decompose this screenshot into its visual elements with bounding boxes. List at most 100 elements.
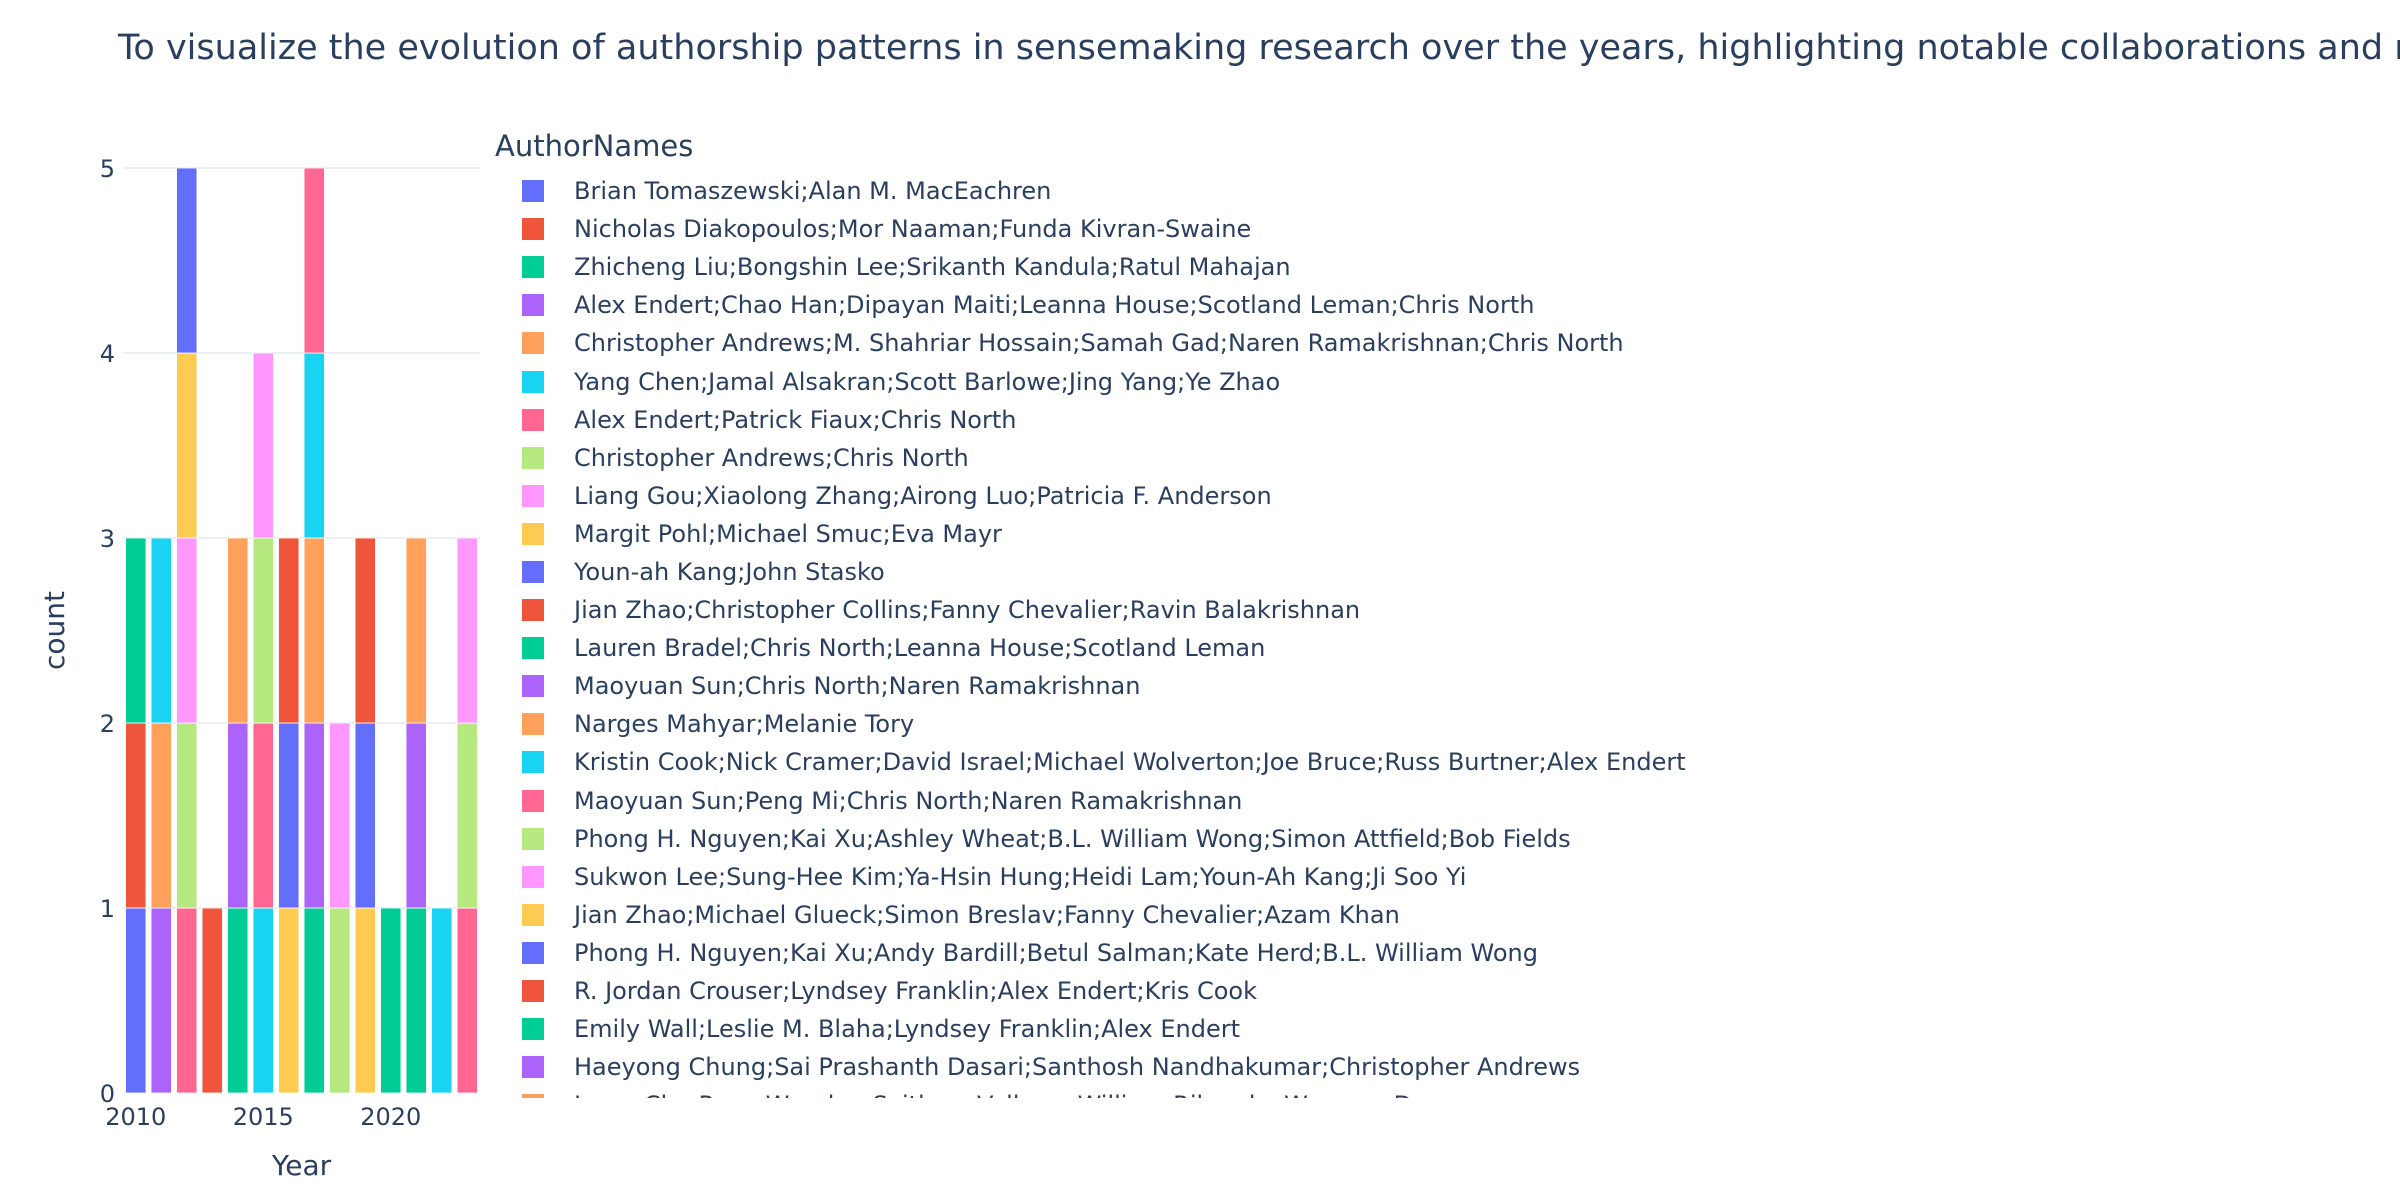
legend-item[interactable]: Nicholas Diakopoulos;Mor Naaman;Funda Ki…: [495, 210, 2400, 248]
legend-label: Phong H. Nguyen;Kai Xu;Andy Bardill;Betu…: [574, 938, 1538, 967]
legend-item[interactable]: Haeyong Chung;Sai Prashanth Dasari;Santh…: [495, 1048, 2400, 1086]
bar-segment: [201, 907, 223, 1094]
bar-segment: [125, 722, 147, 909]
legend-swatch: [522, 599, 544, 622]
legend-swatch: [522, 941, 544, 964]
chart-title: To visualize the evolution of authorship…: [118, 28, 2400, 68]
bar-segment: [176, 167, 198, 354]
bar-segment: [150, 722, 172, 909]
x-tick-label: 2010: [105, 1103, 166, 1131]
bar-segment: [252, 722, 274, 909]
legend-label: Maoyuan Sun;Peng Mi;Chris North;Naren Ra…: [574, 786, 1243, 815]
legend-item[interactable]: Christopher Andrews;M. Shahriar Hossain;…: [495, 324, 2400, 362]
legend-item[interactable]: Zhicheng Liu;Bongshin Lee;Srikanth Kandu…: [495, 248, 2400, 286]
legend-label: Lauren Bradel;Chris North;Leanna House;S…: [574, 634, 1266, 663]
y-tick-label: 1: [100, 895, 115, 923]
legend-title: AuthorNames: [495, 129, 694, 163]
y-tick-label: 3: [100, 525, 115, 553]
legend-label: Phong H. Nguyen;Kai Xu;Ashley Wheat;B.L.…: [574, 824, 1571, 853]
legend-label: Haeyong Chung;Sai Prashanth Dasari;Santh…: [574, 1053, 1581, 1082]
legend-item[interactable]: Lauren Bradel;Chris North;Leanna House;S…: [495, 629, 2400, 667]
legend-item[interactable]: Christopher Andrews;Chris North: [495, 439, 2400, 477]
bar-segment: [227, 537, 249, 724]
x-tick-label: 2020: [360, 1103, 421, 1131]
bar-segment: [354, 722, 376, 909]
legend-swatch: [522, 903, 544, 926]
legend-item[interactable]: Phong H. Nguyen;Kai Xu;Ashley Wheat;B.L.…: [495, 820, 2400, 858]
bar-segment: [303, 907, 325, 1094]
legend-swatch: [522, 865, 544, 888]
legend-item[interactable]: Alex Endert;Patrick Fiaux;Chris North: [495, 401, 2400, 439]
legend-item[interactable]: Kristin Cook;Nick Cramer;David Israel;Mi…: [495, 743, 2400, 781]
bar-segment: [125, 907, 147, 1094]
bar-segment: [278, 722, 300, 909]
legend-label: Isaac Cho;Ryan Wesslen;Svitlana Volkova;…: [574, 1091, 1442, 1098]
legend-swatch: [522, 294, 544, 317]
legend-item[interactable]: Youn-ah Kang;John Stasko: [495, 553, 2400, 591]
legend-label: Narges Mahyar;Melanie Tory: [574, 710, 915, 739]
y-tick-label: 5: [100, 155, 115, 183]
legend-item[interactable]: Isaac Cho;Ryan Wesslen;Svitlana Volkova;…: [495, 1086, 2400, 1098]
legend-item[interactable]: R. Jordan Crouser;Lyndsey Franklin;Alex …: [495, 972, 2400, 1010]
legend-item[interactable]: Margit Pohl;Michael Smuc;Eva Mayr: [495, 515, 2400, 553]
legend-item[interactable]: Emily Wall;Leslie M. Blaha;Lyndsey Frank…: [495, 1010, 2400, 1048]
legend-label: Liang Gou;Xiaolong Zhang;Airong Luo;Patr…: [574, 481, 1272, 510]
bar-segment: [405, 722, 427, 909]
legend-swatch: [522, 713, 544, 736]
x-tick-label: 2015: [233, 1103, 294, 1131]
legend-label: Nicholas Diakopoulos;Mor Naaman;Funda Ki…: [574, 215, 1252, 244]
legend-item[interactable]: Jian Zhao;Michael Glueck;Simon Breslav;F…: [495, 896, 2400, 934]
bar-segment: [227, 722, 249, 909]
legend-item[interactable]: Sukwon Lee;Sung-Hee Kim;Ya-Hsin Hung;Hei…: [495, 858, 2400, 896]
legend-swatch: [522, 1018, 544, 1041]
legend-swatch: [522, 675, 544, 698]
legend-item[interactable]: Liang Gou;Xiaolong Zhang;Airong Luo;Patr…: [495, 477, 2400, 515]
y-tick-label: 4: [100, 340, 115, 368]
bar-segment: [354, 907, 376, 1094]
bar-segment: [329, 907, 351, 1094]
bar-segment: [176, 907, 198, 1094]
legend-label: Kristin Cook;Nick Cramer;David Israel;Mi…: [574, 748, 1686, 777]
legend-item[interactable]: Narges Mahyar;Melanie Tory: [495, 705, 2400, 743]
legend-swatch: [522, 637, 544, 660]
legend-item[interactable]: Yang Chen;Jamal Alsakran;Scott Barlowe;J…: [495, 362, 2400, 400]
bar-segment: [405, 907, 427, 1094]
legend-swatch: [522, 180, 544, 203]
legend-label: Brian Tomaszewski;Alan M. MacEachren: [574, 177, 1052, 206]
bar-segment: [303, 537, 325, 724]
legend-item[interactable]: Brian Tomaszewski;Alan M. MacEachren: [495, 172, 2400, 210]
legend-swatch: [522, 789, 544, 812]
legend-label: Jian Zhao;Christopher Collins;Fanny Chev…: [574, 596, 1361, 625]
legend-item[interactable]: Phong H. Nguyen;Kai Xu;Andy Bardill;Betu…: [495, 934, 2400, 972]
bar-segment: [176, 722, 198, 909]
bar-segment: [456, 537, 478, 724]
legend-label: Zhicheng Liu;Bongshin Lee;Srikanth Kandu…: [574, 253, 1291, 282]
legend-item[interactable]: Maoyuan Sun;Chris North;Naren Ramakrishn…: [495, 667, 2400, 705]
bar-segment: [456, 722, 478, 909]
legend-swatch: [522, 751, 544, 774]
bar-segment: [456, 907, 478, 1094]
legend-item[interactable]: Maoyuan Sun;Peng Mi;Chris North;Naren Ra…: [495, 782, 2400, 820]
x-axis-title: Year: [271, 1149, 332, 1182]
bar-segment: [252, 352, 274, 539]
bar-segment: [150, 907, 172, 1094]
y-tick-label: 0: [100, 1080, 115, 1108]
y-axis-title: count: [38, 591, 71, 670]
legend-item[interactable]: Jian Zhao;Christopher Collins;Fanny Chev…: [495, 591, 2400, 629]
legend-label: R. Jordan Crouser;Lyndsey Franklin;Alex …: [574, 977, 1258, 1006]
legend-swatch: [522, 827, 544, 850]
legend-label: Maoyuan Sun;Chris North;Naren Ramakrishn…: [574, 672, 1141, 701]
legend-swatch: [522, 446, 544, 469]
legend-swatch: [522, 218, 544, 241]
bar-segment: [227, 907, 249, 1094]
legend-item[interactable]: Alex Endert;Chao Han;Dipayan Maiti;Leann…: [495, 286, 2400, 324]
legend-swatch: [522, 522, 544, 545]
bar-segment: [431, 907, 453, 1094]
legend-label: Jian Zhao;Michael Glueck;Simon Breslav;F…: [574, 900, 1400, 929]
bar-segment: [176, 537, 198, 724]
legend-label: Yang Chen;Jamal Alsakran;Scott Barlowe;J…: [574, 367, 1281, 396]
y-tick-label: 2: [100, 710, 115, 738]
legend-swatch: [522, 1056, 544, 1079]
bar-segment: [380, 907, 402, 1094]
legend-label: Margit Pohl;Michael Smuc;Eva Mayr: [574, 519, 1002, 548]
